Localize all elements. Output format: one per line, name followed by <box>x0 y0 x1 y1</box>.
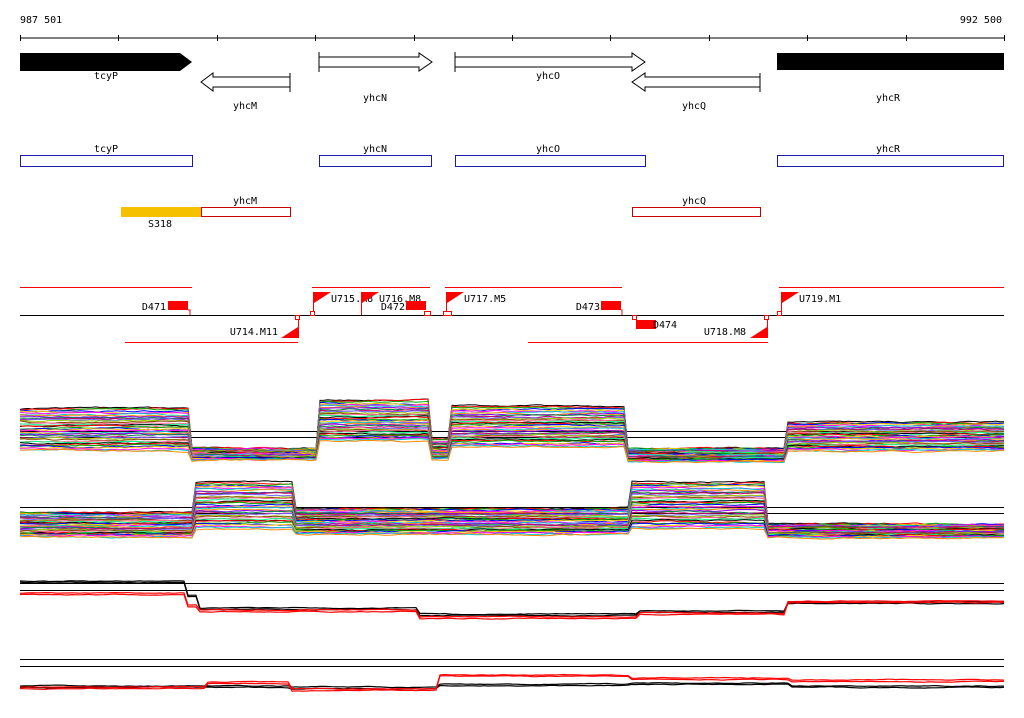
expression-trace <box>19 501 1005 532</box>
expression-panel-forward <box>19 398 1005 464</box>
trace-group-reverse <box>19 480 1005 540</box>
upstream-label-U715: U715.M8 <box>331 294 373 305</box>
feature-bar-S318[interactable] <box>121 207 201 217</box>
upstream-flag-U716[interactable] <box>361 292 380 315</box>
upstream-flag-U719[interactable] <box>777 292 800 316</box>
downstream-label-D474: D474 <box>653 320 677 331</box>
forward-annotation-track: tcyP yhcN yhcO yhcR <box>20 144 1004 167</box>
trace-group-summary-forward <box>19 580 1005 620</box>
summary-trace <box>19 675 1004 692</box>
expression-trace <box>19 421 1004 457</box>
gene-arrow-tcyP[interactable] <box>20 53 192 71</box>
upstream-label-U719: U719.M1 <box>799 294 841 305</box>
expression-trace <box>19 496 1005 531</box>
reverse-box-label-yhcQ: yhcQ <box>682 196 706 207</box>
upstream-flag-U714[interactable] <box>281 315 300 339</box>
expression-trace <box>19 427 1005 460</box>
expression-trace <box>19 400 1005 451</box>
gene-arrow-yhcO[interactable] <box>454 52 646 72</box>
ruler-start-label: 987 501 <box>20 15 62 26</box>
ruler-end-label: 992 500 <box>960 15 1002 26</box>
expression-panel-reverse <box>19 480 1005 540</box>
forward-box-label-yhcR: yhcR <box>876 144 901 155</box>
gene-label-yhcN: yhcN <box>363 93 387 104</box>
forward-box-tcyP[interactable] <box>20 155 193 167</box>
expression-trace <box>19 411 1005 455</box>
forward-box-label-yhcO: yhcO <box>536 144 560 155</box>
summary-trace <box>19 591 1005 618</box>
upstream-flag-U717[interactable] <box>443 292 465 316</box>
upstream-label-U714: U714.M11 <box>230 327 278 338</box>
trace-group-forward <box>19 398 1005 464</box>
expression-trace <box>19 516 1005 537</box>
downstream-marker-D473[interactable] <box>601 301 623 315</box>
coordinate-ruler: 987 501 992 500 <box>20 15 1005 41</box>
downstream-label-D472: D472 <box>381 302 405 313</box>
expression-trace <box>19 481 1004 526</box>
downstream-label-D473: D473 <box>576 302 600 313</box>
upstream-label-U716: U716.M8 <box>379 294 421 305</box>
forward-box-label-tcyP: tcyP <box>94 144 118 155</box>
forward-box-yhcN[interactable] <box>319 155 432 167</box>
expression-trace <box>19 524 1005 539</box>
expression-trace <box>19 527 1005 540</box>
summary-trace <box>19 593 1005 620</box>
gene-label-tcyP: tcyP <box>94 71 118 82</box>
summary-panel-reverse <box>19 659 1005 692</box>
summary-trace <box>19 581 1005 617</box>
reverse-box-label-yhcM: yhcM <box>233 196 257 207</box>
reverse-annotation-track: S318 yhcM yhcQ <box>121 196 761 230</box>
gene-label-yhcR: yhcR <box>876 93 901 104</box>
feature-label-S318: S318 <box>148 219 172 230</box>
expression-trace <box>19 436 1005 463</box>
downstream-marker-D474[interactable] <box>632 315 657 330</box>
summary-trace <box>19 580 1005 616</box>
downstream-marker-D472[interactable] <box>406 301 431 316</box>
upstream-label-U717: U717.M5 <box>464 294 506 305</box>
reverse-box-yhcM[interactable] <box>201 207 291 217</box>
gene-arrow-yhcR[interactable] <box>777 53 1004 70</box>
expression-trace <box>19 413 1005 455</box>
upstream-flag-U715[interactable] <box>310 292 332 316</box>
expression-trace <box>19 505 1004 533</box>
summary-trace <box>19 673 1005 691</box>
expression-trace <box>19 429 1005 461</box>
forward-box-yhcO[interactable] <box>455 155 646 167</box>
forward-box-yhcR[interactable] <box>777 155 1004 167</box>
gene-label-yhcM: yhcM <box>233 101 257 112</box>
gene-label-yhcO: yhcO <box>536 71 560 82</box>
gene-arrow-yhcM[interactable] <box>200 72 291 92</box>
forward-box-label-yhcN: yhcN <box>363 144 387 155</box>
gene-arrow-track: tcyP yhcM yhcN yhcO yhcQ yhcR <box>20 52 1004 112</box>
upstream-flag-U718[interactable] <box>750 315 769 339</box>
trace-group-summary-reverse <box>19 673 1005 692</box>
gene-label-yhcQ: yhcQ <box>682 101 706 112</box>
ruler-ticks <box>20 35 1005 41</box>
gene-arrow-yhcQ[interactable] <box>631 72 761 92</box>
expression-trace <box>19 439 1005 464</box>
downstream-marker-D471[interactable] <box>168 301 191 315</box>
gene-arrow-yhcN[interactable] <box>318 52 433 72</box>
downstream-label-D471: D471 <box>142 302 166 313</box>
reverse-box-yhcQ[interactable] <box>632 207 761 217</box>
transcript-marker-track: U715.M8 U716.M8 U717.M5 U719.M1 U714.M11 <box>20 287 1004 343</box>
upstream-label-U718: U718.M8 <box>704 327 746 338</box>
summary-panel-forward <box>19 580 1005 620</box>
expression-trace <box>19 404 1005 452</box>
